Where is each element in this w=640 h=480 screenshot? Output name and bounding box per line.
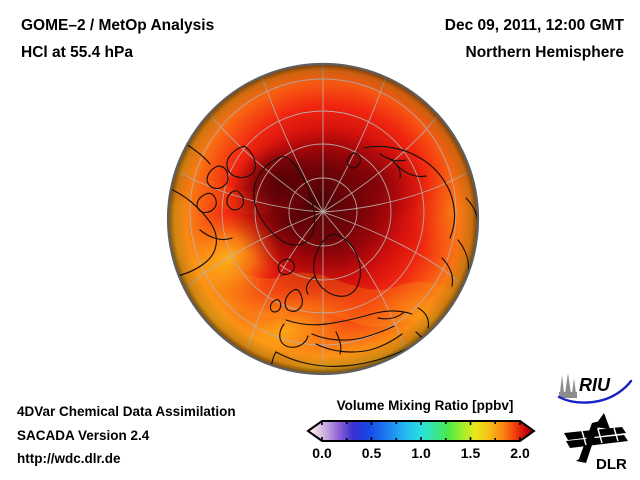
header-left: GOME–2 / MetOp Analysis HCl at 55.4 hPa <box>21 12 214 66</box>
colorbar: Volume Mixing Ratio [ppbv] 0.0 0.5 1.0 1.5 2… <box>305 398 537 465</box>
timestamp-label: Dec 09, 2011, 12:00 GMT <box>444 17 624 34</box>
species-level-label: HCl at 55.4 hPa <box>21 44 133 61</box>
colorbar-tick-label: 0.5 <box>361 445 382 461</box>
colorbar-tick-label: 2.0 <box>510 445 530 461</box>
colorbar-title: Volume Mixing Ratio [ppbv] <box>336 398 514 413</box>
website-url[interactable]: http://wdc.dlr.de <box>17 451 121 466</box>
globe-outline <box>166 62 480 376</box>
dlr-logo-text: DLR <box>596 456 627 473</box>
globe-map <box>166 62 480 376</box>
map-limb-shading <box>168 64 478 374</box>
colorbar-tick-label: 0.0 <box>312 445 332 461</box>
colorbar-scale <box>306 420 536 442</box>
version-label: SACADA Version 2.4 <box>17 427 150 443</box>
method-label: 4DVar Chemical Data Assimilation <box>17 404 236 419</box>
dlr-logo: DLR <box>564 413 628 473</box>
analysis-title: GOME–2 / MetOp Analysis <box>21 17 215 34</box>
colorbar-ticks <box>321 421 521 441</box>
colorbar-tick-labels: 0.0 0.5 1.0 1.5 2.0 <box>305 445 537 465</box>
riu-logo-text: RIU <box>579 375 611 395</box>
header-right: Dec 09, 2011, 12:00 GMT Northern Hemisph… <box>445 12 624 66</box>
colorbar-tick-label: 1.0 <box>411 445 431 461</box>
riu-swoosh-icon <box>557 379 633 404</box>
hemisphere-label: Northern Hemisphere <box>465 44 624 61</box>
dlr-mark-lines <box>581 427 619 446</box>
dlr-mark-icon <box>564 413 628 463</box>
riu-stacks-icon <box>560 373 576 394</box>
footer-left: 4DVar Chemical Data Assimilation SACADA … <box>17 400 236 471</box>
riu-logo: RIU <box>557 373 633 404</box>
colorbar-tick-label: 1.5 <box>460 445 481 461</box>
map-field <box>168 64 478 374</box>
